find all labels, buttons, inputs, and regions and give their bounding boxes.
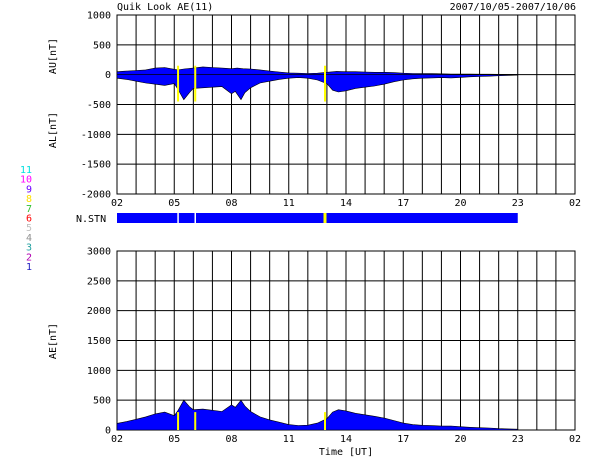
aual-xtick-label: 11 [283, 198, 295, 209]
legend-number-1: 1 [26, 262, 32, 273]
figure-title: Quik Look AE(11) [117, 2, 213, 13]
station-coverage-bar [117, 213, 518, 223]
legend-number-9: 9 [26, 184, 32, 195]
au-axis-label: AU[nT] [48, 38, 59, 74]
ae-xtick-label: 20 [454, 434, 466, 445]
ae-xtick-label: 05 [168, 434, 180, 445]
ae-xtick-label: 02 [111, 434, 123, 445]
ae-axis-label: AE[nT] [48, 323, 59, 359]
legend-number-11: 11 [20, 165, 32, 176]
legend-number-2: 2 [26, 252, 32, 263]
ae-ytick-label: 1500 [87, 336, 111, 347]
aual-xtick-label: 23 [512, 198, 524, 209]
ae-xtick-label: 17 [397, 434, 409, 445]
date-range: 2007/10/05-2007/10/06 [450, 2, 576, 13]
al-axis-label: AL[nT] [48, 112, 59, 148]
aual-xtick-label: 17 [397, 198, 409, 209]
time-axis-label: Time [UT] [319, 447, 373, 458]
aual-ytick-label: 1000 [87, 11, 111, 22]
ae-ytick-label: 2000 [87, 306, 111, 317]
station-count-label: N.STN [76, 214, 106, 225]
ae-ytick-label: 0 [105, 426, 111, 437]
ae-xtick-label: 23 [512, 434, 524, 445]
ae-ytick-label: 500 [93, 396, 111, 407]
ae-xtick-label: 14 [340, 434, 352, 445]
aual-xtick-label: 05 [168, 198, 180, 209]
legend-number-5: 5 [26, 223, 32, 234]
legend-number-3: 3 [26, 243, 32, 254]
aual-xtick-label: 02 [111, 198, 123, 209]
aual-ytick-label: -500 [87, 100, 111, 111]
aual-ytick-label: -1000 [81, 130, 111, 141]
ae-xtick-label: 08 [225, 434, 237, 445]
legend-number-7: 7 [26, 204, 32, 215]
legend-number-8: 8 [26, 194, 32, 205]
station-count-panel: N.STN [76, 213, 518, 225]
aual-xtick-label: 20 [454, 198, 466, 209]
aual-ytick-label: -2000 [81, 190, 111, 201]
legend-number-4: 4 [26, 233, 32, 244]
legend-number-10: 10 [20, 175, 32, 186]
aual-ytick-label: -1500 [81, 160, 111, 171]
aual-xtick-label: 02 [569, 198, 581, 209]
aual-xtick-label: 14 [340, 198, 352, 209]
al-series-area [116, 74, 519, 101]
aual-ytick-label: 0 [105, 70, 111, 81]
ae-xtick-label: 11 [283, 434, 295, 445]
ae-ytick-label: 1000 [87, 366, 111, 377]
aual-ytick-label: 500 [93, 40, 111, 51]
ae-ytick-label: 3000 [87, 247, 111, 258]
ae-ytick-label: 2500 [87, 276, 111, 287]
legend-number-6: 6 [26, 214, 32, 225]
aual-xtick-label: 08 [225, 198, 237, 209]
ae-xtick-label: 02 [569, 434, 581, 445]
ae-series-area [116, 399, 519, 431]
